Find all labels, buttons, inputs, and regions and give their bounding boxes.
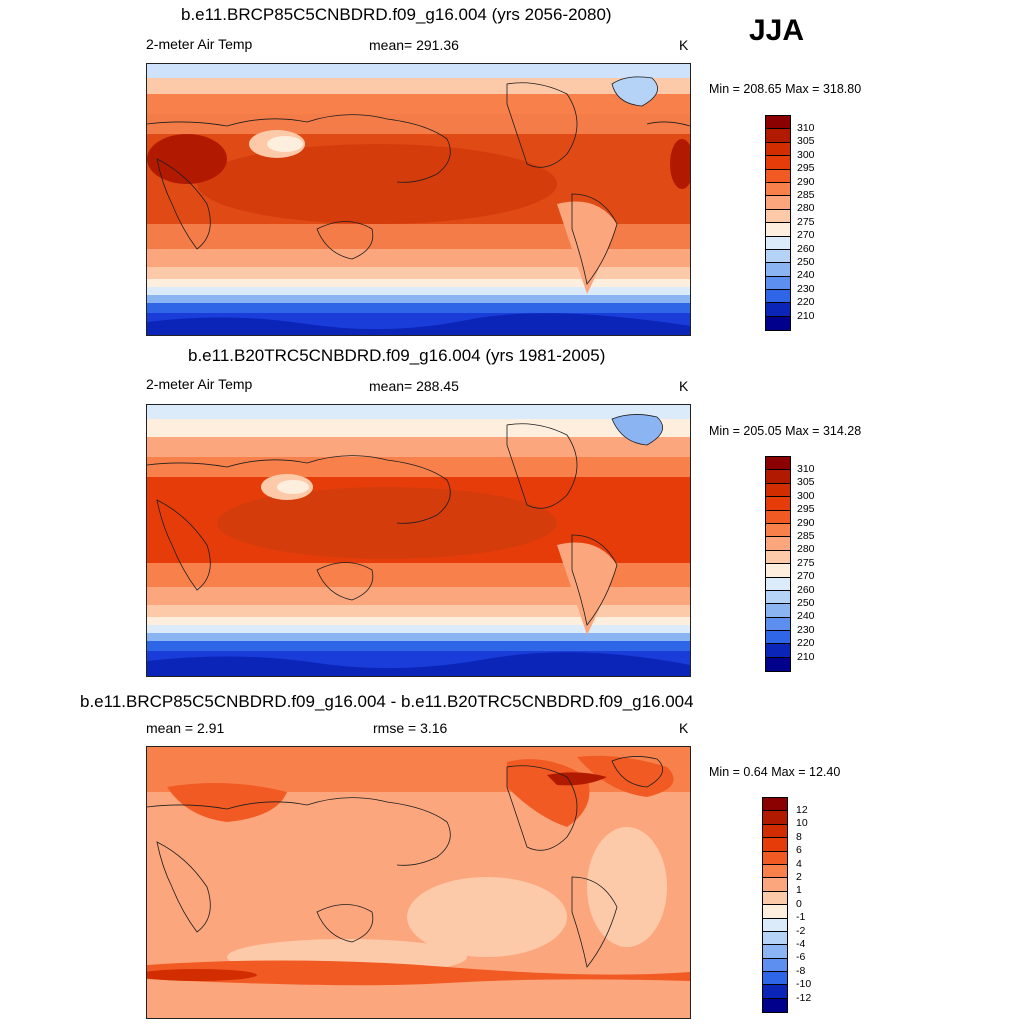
colorbar-tick: 300 <box>797 489 815 502</box>
colorbar-tick: -12 <box>796 991 812 1004</box>
colorbar-tick: 240 <box>797 269 815 282</box>
panel-2-title: b.e11.B20TRC5CNBDRD.f09_g16.004 (yrs 198… <box>188 346 606 365</box>
panel-1-variable: 2-meter Air Temp <box>146 36 253 52</box>
colorbar-tick: 305 <box>797 476 815 489</box>
colorbar-tick: 280 <box>797 202 815 215</box>
colorbar-tick: 8 <box>796 830 802 843</box>
colorbar-tick: -6 <box>796 951 806 964</box>
colorbar-tick: -1 <box>796 911 806 924</box>
colorbar-tick: 305 <box>797 135 815 148</box>
panel-2-colorbar <box>765 456 791 673</box>
colorbar-tick: 210 <box>797 650 815 663</box>
panel-3-units: K <box>679 720 689 736</box>
panel-2-mean: mean= 288.45 <box>369 378 459 394</box>
panel-3-rmse: rmse = 3.16 <box>373 720 448 736</box>
panel-1-units: K <box>679 37 689 53</box>
season-label: JJA <box>749 14 805 47</box>
colorbar-tick: 10 <box>796 817 808 830</box>
colorbar-tick: -4 <box>796 938 806 950</box>
colorbar-tick: 240 <box>797 610 815 623</box>
colorbar-tick: 270 <box>797 229 815 242</box>
panel-1-minmax: Min = 208.65 Max = 318.80 <box>709 82 862 96</box>
colorbar-tick: 290 <box>797 175 815 188</box>
panel-1-colorbar <box>765 115 791 332</box>
colorbar-tick: 250 <box>797 597 815 609</box>
colorbar-tick: 260 <box>797 583 815 596</box>
panel-2-map-field <box>147 405 690 676</box>
colorbar-tick: 220 <box>797 296 815 309</box>
colorbar-tick: 290 <box>797 516 815 529</box>
colorbar-tick: 230 <box>797 282 815 295</box>
panel-1-title: b.e11.BRCP85C5CNBDRD.f09_g16.004 (yrs 20… <box>181 5 612 24</box>
colorbar-tick: 310 <box>797 122 815 134</box>
colorbar-tick: -2 <box>796 924 806 937</box>
panel-2-units: K <box>679 378 689 394</box>
panel-2-variable: 2-meter Air Temp <box>146 376 253 392</box>
colorbar-tick: 210 <box>797 309 815 322</box>
colorbar-tick: 220 <box>797 637 815 650</box>
colorbar-tick: 275 <box>797 556 815 569</box>
colorbar-tick: 295 <box>797 503 815 516</box>
colorbar-tick: 310 <box>797 463 815 475</box>
colorbar-tick: 250 <box>797 256 815 268</box>
panel-3-minmax: Min = 0.64 Max = 12.40 <box>709 765 841 779</box>
colorbar-tick: 1 <box>796 884 802 897</box>
colorbar-tick: -10 <box>796 978 812 991</box>
colorbar-tick: 4 <box>796 857 802 870</box>
colorbar-tick: 285 <box>797 530 815 542</box>
panel-2-minmax: Min = 205.05 Max = 314.28 <box>709 424 862 438</box>
panel-3-colorbar <box>762 797 788 1014</box>
panel-2-map <box>146 404 691 677</box>
panel-1-mean: mean= 291.36 <box>369 37 459 53</box>
panel-3-map-field <box>147 747 690 1018</box>
panel-1-map <box>146 63 691 336</box>
panel-1-map-field <box>147 64 690 335</box>
colorbar-tick: 6 <box>796 844 802 857</box>
panel-3-mean: mean = 2.91 <box>146 720 225 736</box>
colorbar-tick: 300 <box>797 148 815 161</box>
colorbar-tick: -8 <box>796 964 806 977</box>
colorbar-tick: 280 <box>797 543 815 556</box>
colorbar-tick: 270 <box>797 570 815 583</box>
panel-3-map <box>146 746 691 1019</box>
colorbar-tick: 295 <box>797 162 815 175</box>
colorbar-tick: 12 <box>796 804 808 816</box>
colorbar-tick: 275 <box>797 215 815 228</box>
colorbar-tick: 2 <box>796 871 802 883</box>
colorbar-tick: 0 <box>796 897 802 910</box>
panel-3-title: b.e11.BRCP85C5CNBDRD.f09_g16.004 - b.e11… <box>80 692 694 711</box>
colorbar-tick: 285 <box>797 189 815 201</box>
colorbar-tick: 230 <box>797 623 815 636</box>
colorbar-tick: 260 <box>797 242 815 255</box>
